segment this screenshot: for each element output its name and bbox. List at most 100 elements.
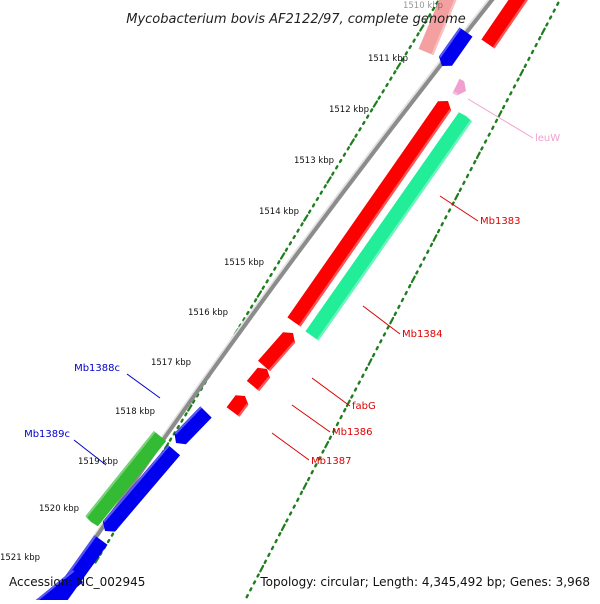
kbp-tick-dot (261, 285, 265, 290)
kbp-tick-dot (335, 165, 339, 170)
kbp-tick-label: 1513 kbp (294, 156, 334, 166)
kbp-tick-dot (328, 435, 332, 440)
kbp-tick-label: 1512 kbp (329, 105, 369, 115)
kbp-tick-dot (540, 27, 546, 36)
kbp-tick-dot (110, 532, 115, 537)
kbp-tick-dot (94, 556, 100, 564)
kbp-tick-dot (263, 559, 267, 564)
kbp-tick-dot (427, 13, 432, 18)
kbp-tick-dot (447, 208, 452, 213)
kbp-tick-dot (469, 166, 473, 172)
kbp-tick-dot (552, 8, 556, 13)
kbp-tick-dot (357, 380, 361, 385)
kbp-tick-dot (400, 57, 405, 62)
kbp-tick-dot (288, 511, 293, 516)
kbp-tick-dot (296, 497, 300, 502)
kbp-tick-dot (326, 176, 332, 184)
kbp-tick-dot (278, 532, 282, 537)
kbp-tick-dot (429, 242, 434, 248)
kbp-tick-dot (342, 152, 347, 157)
kbp-tick-dot (191, 399, 196, 404)
kbp-tick-dot (311, 203, 316, 208)
kbp-tick-dot (377, 95, 381, 100)
gene-arrow-reverse-lower (35, 569, 83, 600)
kbp-tick-dot (393, 70, 397, 75)
kbp-tick-dot (307, 209, 312, 214)
gene-label-leader-line (73, 439, 107, 466)
gene-label-mb1389c[interactable]: Mb1389c (24, 429, 70, 440)
kbp-tick-dot (339, 414, 343, 420)
gene-label-leader-line (439, 195, 479, 222)
kbp-tick-dot (106, 538, 111, 544)
gene-label-mb1388c[interactable]: Mb1388c (74, 363, 120, 374)
gene-arrow-mb1389c (102, 444, 181, 532)
kbp-tick-dot (527, 56, 531, 62)
kbp-tick-dot (462, 180, 466, 186)
kbp-tick-dot (353, 387, 358, 392)
gene-label-mb1384[interactable]: Mb1384 (402, 329, 442, 340)
kbp-tick-dot (310, 470, 314, 475)
kbp-tick-dot (497, 110, 503, 118)
gene-label-leuw[interactable]: leuW (535, 133, 560, 144)
gene-label-fabg[interactable]: fabG (352, 401, 376, 412)
kbp-tick-dot (381, 89, 385, 94)
kbp-tick-dot (393, 311, 397, 316)
kbp-tick-dot (534, 42, 538, 48)
kbp-tick-dot (400, 297, 405, 303)
kbp-tick-dot (306, 476, 311, 482)
kbp-tick-dot (397, 304, 401, 310)
kbp-tick-label: 1519 kbp (78, 457, 118, 467)
kbp-tick-label: 1514 kbp (259, 207, 299, 217)
kbp-tick-dot (364, 366, 369, 372)
kbp-tick-dot (345, 399, 351, 408)
kbp-tick-dot (408, 44, 412, 50)
kbp-tick-dot (265, 279, 269, 284)
kbp-tick-dot (292, 504, 296, 509)
kbp-tick-dot (538, 36, 542, 41)
kbp-tick-dot (487, 132, 491, 137)
gene-arrow-forward-top (481, 0, 528, 49)
genome-summary: Topology: circular; Length: 4,345,492 bp… (259, 575, 590, 589)
kbp-tick-dot (473, 159, 477, 165)
kbp-tick-labels: 1510 kbp 1511 kbp 1512 kbp 1513 kbp 1514 kbp… (0, 1, 443, 563)
kbp-tick-dot (422, 256, 426, 261)
kbp-tick-dot (274, 538, 278, 544)
kbp-tick-dot (358, 127, 362, 132)
kbp-tick-label: 1511 kbp (368, 54, 408, 64)
kbp-tick-dot (415, 270, 419, 275)
gene-label-leader-line (126, 373, 161, 399)
kbp-tick-dot (389, 76, 393, 81)
kbp-tick-dot (412, 38, 416, 43)
kbp-tick-label: 1515 kbp (224, 258, 264, 268)
kbp-tick-dot (252, 580, 257, 585)
kbp-tick-dot (315, 196, 320, 202)
kbp-tick-dot (505, 97, 509, 103)
kbp-tick-dot (375, 346, 379, 351)
kbp-tick-dot (475, 151, 481, 160)
gene-arrow-leuw (452, 78, 466, 96)
kbp-tick-dot (379, 339, 383, 344)
gene-arrow-fabg (258, 332, 295, 372)
gene-label-mb1387[interactable]: Mb1387 (311, 456, 351, 467)
kbp-tick-dot (454, 192, 460, 201)
kbp-tick-dot (285, 518, 289, 523)
kbp-tick-dot (367, 358, 373, 366)
kbp-tick-dot (292, 234, 296, 240)
gene-label-mb1383[interactable]: Mb1383 (480, 216, 520, 227)
kbp-tick-dot (509, 91, 513, 96)
kbp-tick-dot (249, 304, 254, 309)
kbp-tick-dot (256, 573, 260, 578)
kbp-tick-dot (303, 214, 309, 222)
kbp-tick-dot (436, 228, 441, 234)
kbp-tick-dot (259, 564, 265, 573)
kbp-tick-dot (369, 108, 374, 113)
kbp-tick-dot (300, 222, 304, 227)
gene-label-mb1386[interactable]: Mb1386 (332, 427, 372, 438)
kbp-tick-dot (385, 82, 389, 88)
kbp-tick-dot (284, 247, 289, 252)
gene-arrow-reverse-top (438, 27, 473, 66)
kbp-tick-label: 1520 kbp (39, 504, 79, 514)
kbp-tick-dot (440, 221, 444, 227)
gene-arrow-forward-faded (418, 0, 457, 56)
kbp-tick-dot (319, 190, 323, 195)
